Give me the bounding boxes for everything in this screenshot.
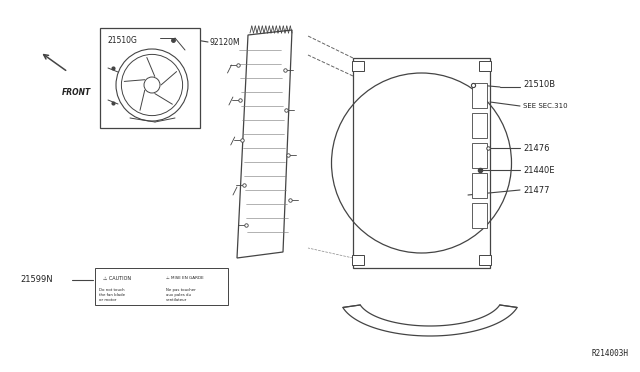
Bar — [472, 143, 487, 168]
Bar — [472, 203, 487, 228]
Bar — [472, 113, 487, 138]
Circle shape — [144, 77, 160, 93]
Bar — [352, 61, 364, 71]
Text: 21477: 21477 — [523, 186, 550, 195]
Text: ⚠ MISE EN GARDE: ⚠ MISE EN GARDE — [166, 276, 204, 280]
Bar — [352, 255, 364, 265]
Text: SEE SEC.310: SEE SEC.310 — [523, 103, 568, 109]
Text: 92120M: 92120M — [210, 38, 241, 46]
Text: ⚠ CAUTION: ⚠ CAUTION — [103, 276, 131, 281]
Bar — [472, 173, 487, 198]
Text: 21510G: 21510G — [108, 36, 138, 45]
Bar — [479, 255, 491, 265]
Bar — [100, 28, 200, 128]
Text: Ne pas toucher
aux pales du
ventilateur: Ne pas toucher aux pales du ventilateur — [166, 288, 195, 302]
Text: 21510B: 21510B — [523, 80, 555, 89]
Bar — [95, 268, 228, 305]
Text: 21599N: 21599N — [20, 276, 52, 285]
Text: 21476: 21476 — [523, 144, 550, 153]
Text: R214003H: R214003H — [591, 349, 628, 358]
Bar — [479, 61, 491, 71]
Text: Do not touch
the fan blade
or motor: Do not touch the fan blade or motor — [99, 288, 125, 302]
Bar — [472, 83, 487, 108]
Text: FRONT: FRONT — [62, 88, 92, 97]
Text: 21440E: 21440E — [523, 166, 554, 174]
